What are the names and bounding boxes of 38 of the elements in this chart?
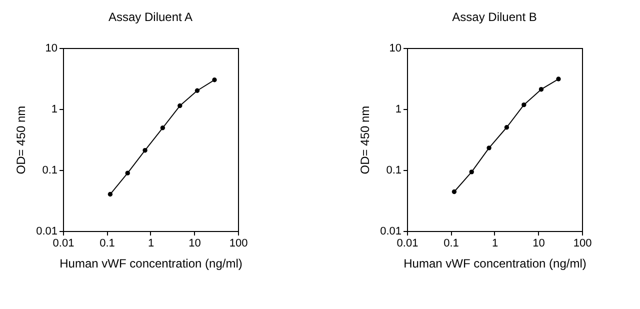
y-axis-title: OD= 450 nm xyxy=(358,106,372,174)
x-tick-label: 10 xyxy=(532,238,545,250)
point xyxy=(108,192,113,197)
y-axis-title: OD= 450 nm xyxy=(14,106,28,174)
chart-title: Assay Diluent B xyxy=(452,10,537,24)
y-tick-label: 0.1 xyxy=(42,164,58,176)
point xyxy=(469,170,474,174)
point xyxy=(504,125,510,130)
y-tick-label: 1 xyxy=(51,104,58,116)
x-tick-label: 0.1 xyxy=(100,238,115,250)
point xyxy=(486,146,492,150)
x-tick-label: 0.01 xyxy=(52,238,74,250)
point xyxy=(178,103,182,108)
y-tick-label: 0.01 xyxy=(380,226,402,238)
y-tick-label: 0.1 xyxy=(386,164,402,176)
x-axis-title: Human vWF concentration (ng/ml) xyxy=(60,256,242,270)
x-tick-label: 10 xyxy=(188,238,201,250)
chart-title: Assay Diluent A xyxy=(108,10,193,24)
point xyxy=(522,102,526,108)
point xyxy=(125,170,130,176)
x-tick-label: 100 xyxy=(229,238,248,250)
point xyxy=(538,87,544,92)
y-tick-label: 10 xyxy=(45,42,58,54)
y-tick-label: 10 xyxy=(389,42,402,54)
point xyxy=(556,76,561,82)
y-tick-label: 0.01 xyxy=(36,226,58,238)
x-tick-label: 100 xyxy=(573,238,592,250)
x-axis-title: Human vWF concentration (ng/ml) xyxy=(404,256,586,270)
x-tick-label: 1 xyxy=(492,238,498,250)
y-tick-label: 1 xyxy=(395,104,402,116)
point xyxy=(194,88,200,93)
x-tick-label: 0.1 xyxy=(444,238,459,250)
point xyxy=(452,189,457,194)
point xyxy=(142,148,148,153)
x-tick-label: 0.01 xyxy=(396,238,418,250)
point xyxy=(212,78,217,82)
point xyxy=(160,126,166,130)
x-tick-label: 1 xyxy=(148,238,154,250)
